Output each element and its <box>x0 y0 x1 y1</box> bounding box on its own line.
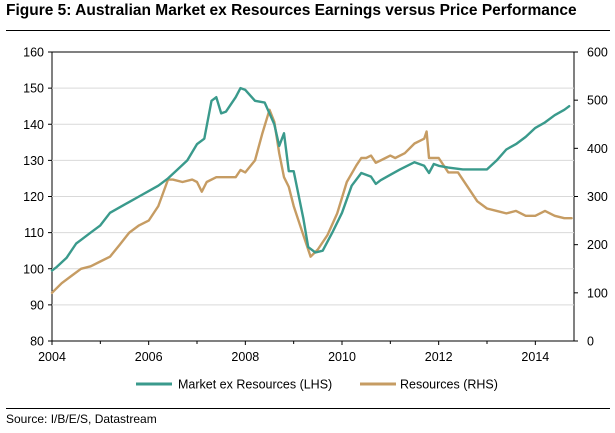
y-left-tick-label: 80 <box>30 335 44 349</box>
series-group <box>50 86 573 294</box>
legend-label: Resources (RHS) <box>400 378 498 392</box>
figure-title: Figure 5: Australian Market ex Resources… <box>6 2 577 19</box>
legend-label: Market ex Resources (LHS) <box>178 378 332 392</box>
source-rule <box>6 408 610 409</box>
y-right-tick-label: 600 <box>587 46 608 60</box>
y-right-tick-label: 400 <box>587 142 608 156</box>
y-left-tick-label: 100 <box>23 262 44 276</box>
y-left-tick-label: 160 <box>23 46 44 60</box>
axis-ticks: 80 90 100 110 120 130 140 150 160 0 100 200 300 400 50… <box>23 46 608 365</box>
y-right-tick-label: 500 <box>587 94 608 108</box>
x-tick-label: 2008 <box>231 350 259 364</box>
y-right-tick-label: 0 <box>587 335 594 349</box>
y-left-tick-label: 90 <box>30 298 44 312</box>
y-right-tick-label: 100 <box>587 286 608 300</box>
title-rule <box>6 30 610 31</box>
y-left-tick-label: 130 <box>23 154 44 168</box>
legend: Market ex Resources (LHS) Resources (RHS) <box>136 378 498 392</box>
x-tick-label: 2012 <box>425 350 453 364</box>
x-tick-label: 2014 <box>521 350 549 364</box>
y-left-tick-label: 150 <box>23 82 44 96</box>
y-right-tick-label: 300 <box>587 190 608 204</box>
x-tick-label: 2006 <box>135 350 163 364</box>
y-right-tick-label: 200 <box>587 238 608 252</box>
y-left-tick-label: 110 <box>24 226 44 240</box>
x-tick-label: 2010 <box>328 350 356 364</box>
series-line-market-ex-resources <box>50 86 571 272</box>
gridlines <box>52 87 574 306</box>
y-left-tick-label: 140 <box>23 118 44 132</box>
x-tick-label: 2004 <box>38 350 66 364</box>
y-left-tick-label: 120 <box>23 190 44 204</box>
source-note: Source: I/B/E/S, Datastream <box>6 412 157 426</box>
